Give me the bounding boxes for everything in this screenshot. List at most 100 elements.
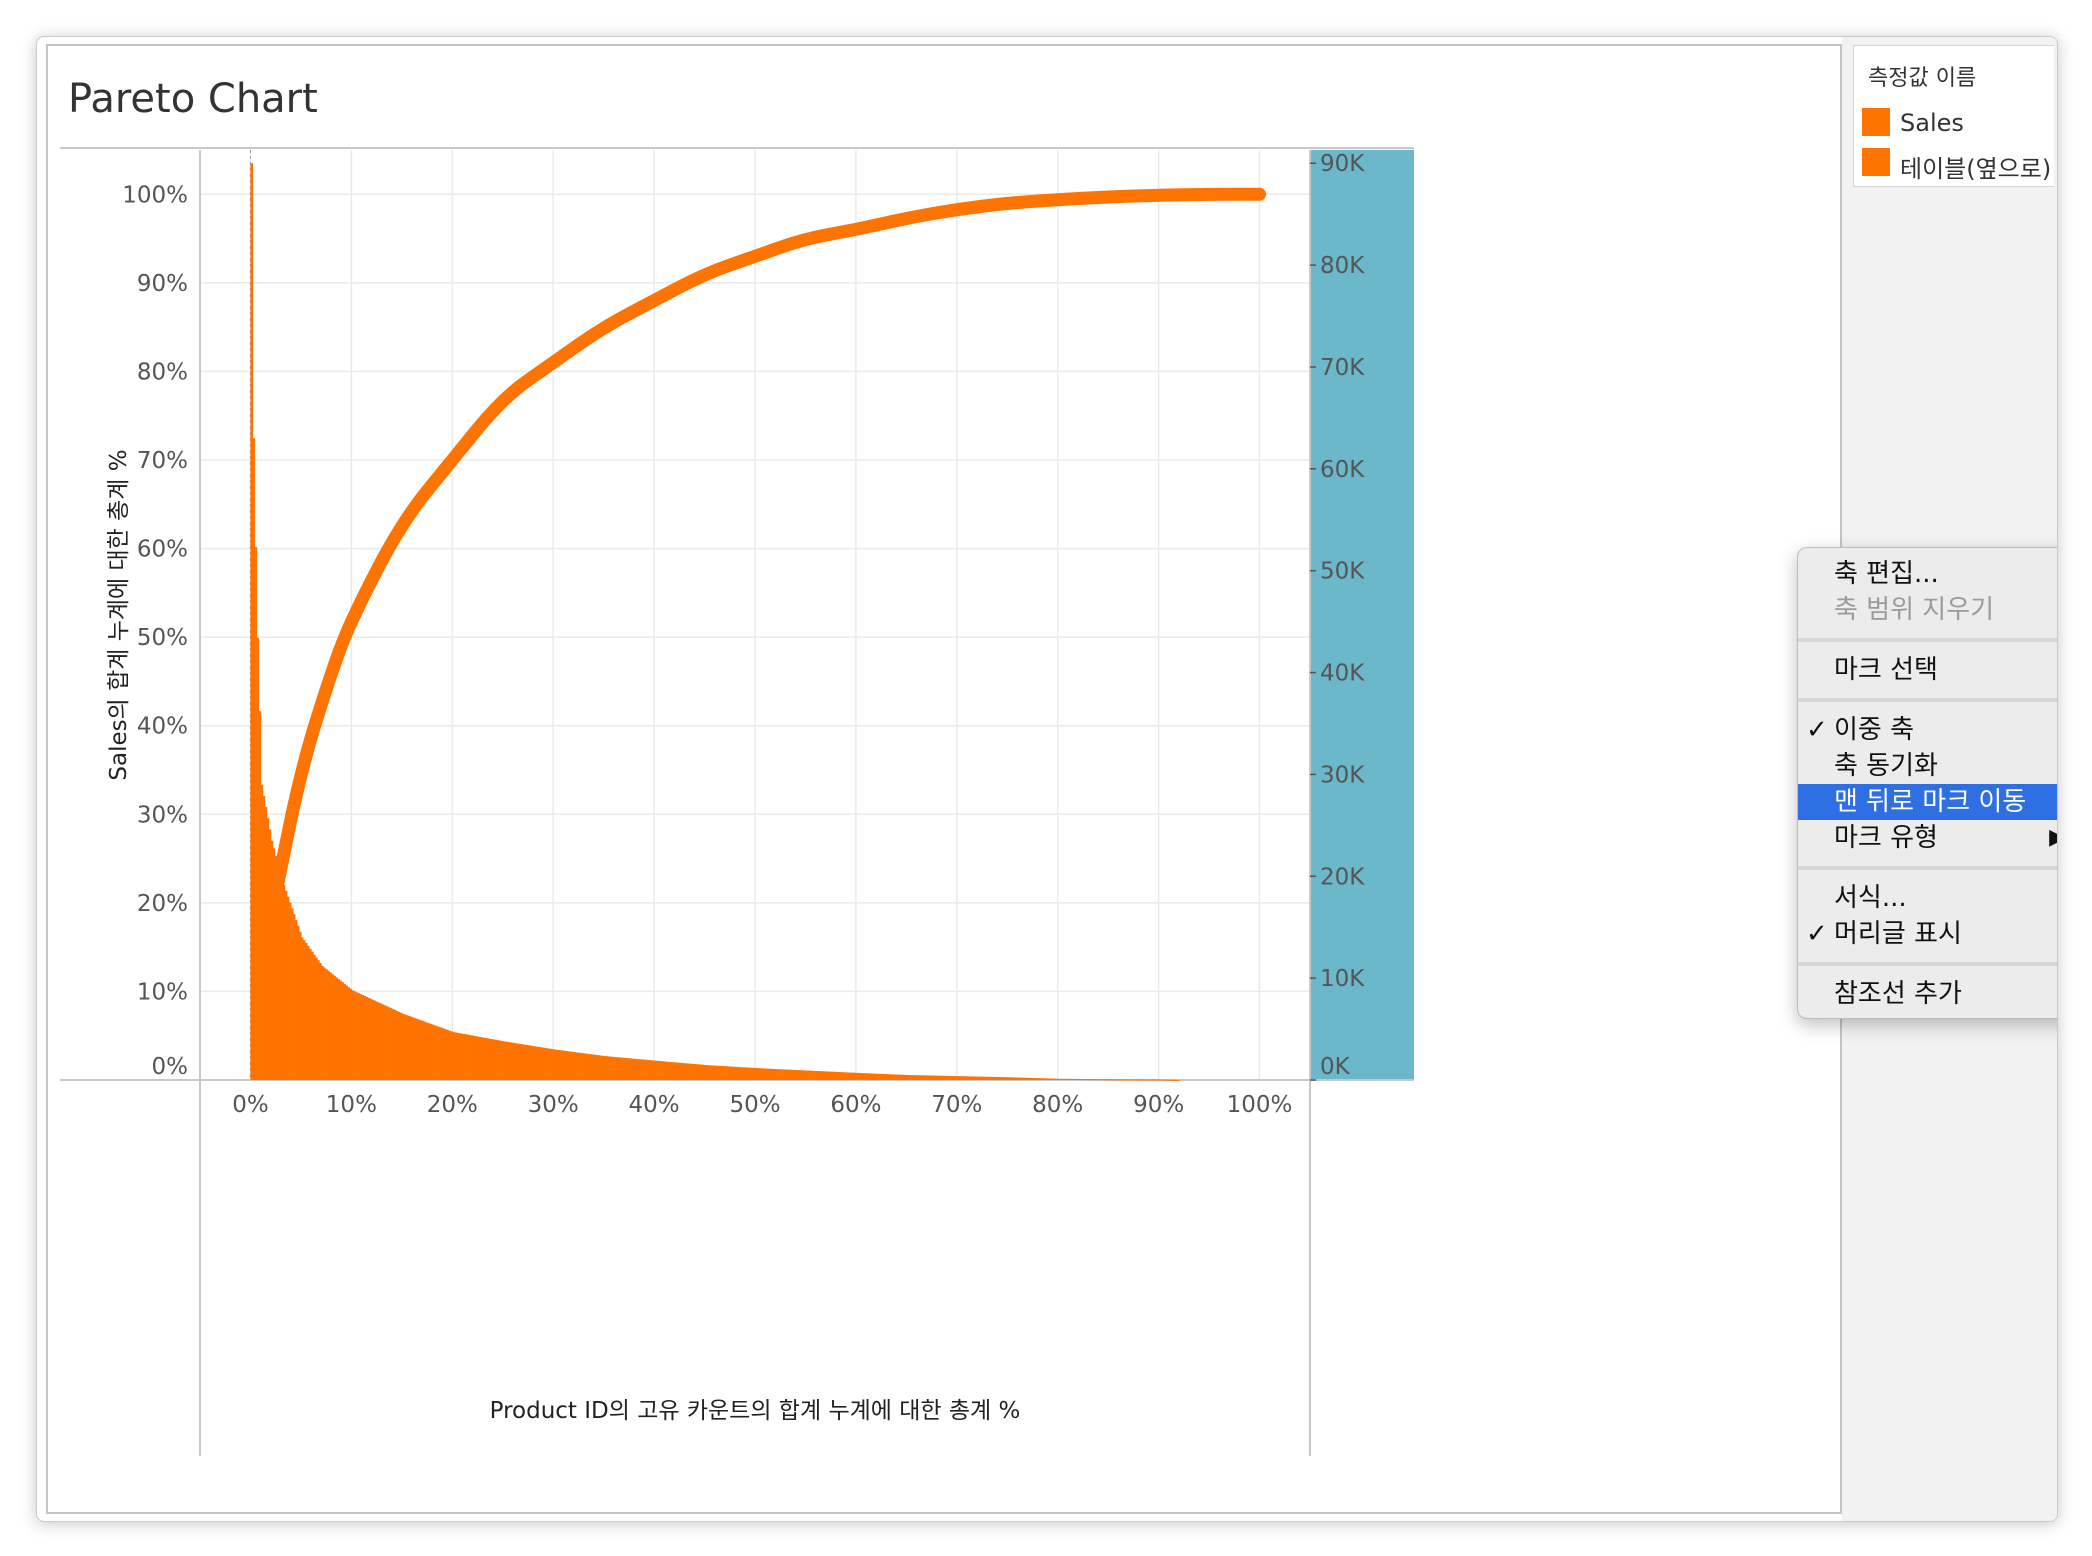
sales-bar[interactable] (983, 1076, 986, 1080)
sales-bar[interactable] (262, 795, 266, 1080)
sales-bar[interactable] (708, 1065, 712, 1080)
sales-bar[interactable] (1108, 1079, 1111, 1081)
sales-bar[interactable] (389, 1008, 393, 1080)
sales-bar[interactable] (335, 977, 338, 1080)
sales-bar[interactable] (611, 1056, 615, 1080)
sales-bar[interactable] (381, 1004, 385, 1080)
sales-bar[interactable] (462, 1033, 465, 1080)
sales-bar[interactable] (738, 1067, 742, 1080)
sales-bar[interactable] (1035, 1078, 1039, 1080)
sales-bar[interactable] (942, 1075, 946, 1080)
menu-item-show-header[interactable]: ✓ 머리글 표시 (1798, 916, 2057, 952)
sales-bar[interactable] (585, 1053, 589, 1080)
sales-bar[interactable] (331, 974, 334, 1080)
sales-bar[interactable] (914, 1075, 918, 1080)
sales-bar[interactable] (1158, 1079, 1162, 1081)
sales-bar[interactable] (906, 1075, 909, 1080)
menu-item-dual-axis[interactable]: ✓ 이중 축 (1798, 712, 2057, 748)
sales-bar[interactable] (569, 1051, 572, 1080)
sales-bar[interactable] (1079, 1079, 1083, 1081)
sales-bar[interactable] (1174, 1079, 1178, 1081)
sales-bar[interactable] (839, 1072, 843, 1080)
sales-bar[interactable] (1096, 1079, 1099, 1081)
sales-bar[interactable] (1071, 1078, 1075, 1080)
sales-bar[interactable] (258, 711, 262, 1080)
menu-item-format[interactable]: 서식... (1834, 883, 1907, 913)
sales-bar[interactable] (954, 1076, 958, 1080)
sales-bar[interactable] (1170, 1079, 1174, 1081)
sales-bar[interactable] (985, 1076, 988, 1080)
sales-bar[interactable] (1051, 1078, 1055, 1080)
sales-bar[interactable] (799, 1070, 803, 1080)
menu-item-add-reference-line[interactable]: 참조선 추가 (1834, 979, 1962, 1009)
sales-bar[interactable] (686, 1063, 689, 1080)
sales-bar[interactable] (506, 1041, 510, 1080)
sales-bar[interactable] (795, 1070, 798, 1080)
sales-bar[interactable] (956, 1076, 960, 1080)
sales-bar[interactable] (1045, 1078, 1049, 1080)
sales-bar[interactable] (841, 1072, 845, 1080)
sales-bar[interactable] (1132, 1079, 1136, 1081)
sales-bar[interactable] (652, 1060, 655, 1080)
sales-bar[interactable] (563, 1050, 566, 1080)
sales-bar[interactable] (522, 1044, 526, 1080)
sales-bar[interactable] (930, 1075, 934, 1080)
sales-bar[interactable] (405, 1015, 409, 1080)
sales-bar[interactable] (888, 1074, 891, 1080)
sales-bar[interactable] (504, 1041, 508, 1080)
sales-bar[interactable] (329, 972, 332, 1080)
sales-bar[interactable] (819, 1071, 823, 1080)
sales-bar[interactable] (502, 1041, 506, 1080)
sales-bar[interactable] (583, 1053, 587, 1080)
sales-bar[interactable] (716, 1065, 720, 1080)
sales-bar[interactable] (494, 1039, 498, 1080)
sales-bar[interactable] (1077, 1078, 1081, 1080)
sales-bar[interactable] (379, 1003, 383, 1080)
sales-bar[interactable] (644, 1059, 647, 1080)
sales-bar[interactable] (656, 1060, 659, 1080)
sales-bar[interactable] (601, 1055, 605, 1080)
sales-bar[interactable] (629, 1058, 633, 1080)
sales-bar[interactable] (817, 1071, 821, 1080)
sales-bar[interactable] (567, 1051, 570, 1080)
sales-bar[interactable] (682, 1063, 685, 1080)
sales-bar[interactable] (1092, 1079, 1095, 1081)
sales-bar[interactable] (870, 1073, 873, 1080)
sales-bar[interactable] (280, 879, 284, 1080)
sales-bar[interactable] (256, 637, 260, 1080)
sales-bar[interactable] (266, 818, 270, 1080)
sales-bar[interactable] (746, 1067, 750, 1080)
sales-bar[interactable] (512, 1042, 516, 1080)
sales-bar[interactable] (343, 983, 346, 1080)
menu-item-synchronize-axis[interactable]: 축 동기화 (1834, 751, 1938, 781)
sales-bar[interactable] (365, 996, 369, 1080)
sales-bar[interactable] (1172, 1079, 1176, 1081)
sales-bar[interactable] (363, 995, 367, 1080)
sales-bar[interactable] (625, 1058, 629, 1080)
sales-bar[interactable] (1053, 1078, 1057, 1080)
sales-bar[interactable] (464, 1034, 467, 1080)
sales-bar[interactable] (827, 1071, 831, 1080)
sales-bar[interactable] (995, 1076, 998, 1080)
sales-bar[interactable] (690, 1063, 694, 1080)
sales-bar[interactable] (581, 1053, 585, 1080)
sales-bar[interactable] (617, 1057, 621, 1080)
sales-bar[interactable] (728, 1066, 732, 1080)
sales-bar[interactable] (407, 1015, 411, 1080)
sales-bar[interactable] (508, 1042, 512, 1080)
sales-bar[interactable] (940, 1075, 944, 1080)
sales-bar[interactable] (1166, 1079, 1170, 1081)
sales-bar[interactable] (1156, 1079, 1160, 1081)
sales-bar[interactable] (561, 1050, 564, 1080)
sales-bar[interactable] (831, 1071, 835, 1080)
sales-bar[interactable] (1009, 1077, 1012, 1080)
sales-bar[interactable] (1118, 1079, 1121, 1081)
sales-bar[interactable] (486, 1038, 490, 1080)
sales-bar[interactable] (823, 1071, 827, 1080)
sales-bar[interactable] (761, 1068, 764, 1080)
sales-bar[interactable] (924, 1075, 928, 1080)
sales-bar[interactable] (829, 1071, 833, 1080)
sales-bar[interactable] (641, 1059, 645, 1080)
sales-bar[interactable] (587, 1053, 591, 1080)
sales-bar[interactable] (627, 1058, 631, 1080)
